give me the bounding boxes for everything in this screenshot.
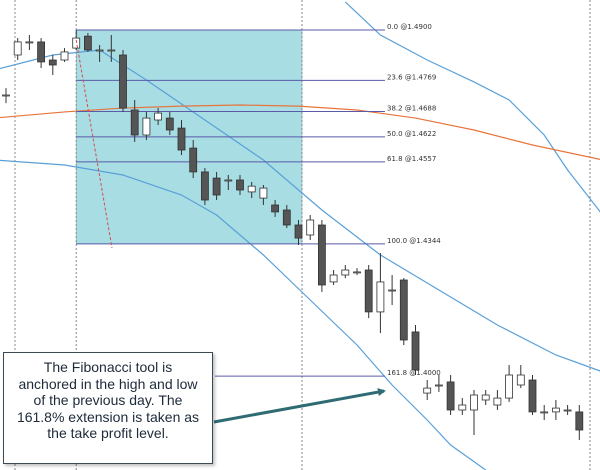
candle-body [37, 41, 45, 63]
indicator-line [0, 49, 600, 372]
candle-body [259, 187, 268, 199]
candle-body [575, 411, 584, 431]
candle-body [423, 387, 432, 394]
candle-body [552, 407, 560, 413]
candle-body [247, 185, 256, 193]
candle-body [446, 381, 455, 411]
candle-body [282, 209, 291, 226]
candle-body [470, 394, 478, 411]
fib-level-label: 100.0 @1.4344 [387, 237, 441, 245]
candle-body [434, 384, 443, 387]
indicator-line [344, 1, 600, 213]
candle-body [399, 279, 408, 341]
candle-body [481, 394, 490, 401]
candle-body [60, 51, 69, 61]
candle-body [154, 112, 163, 121]
annotation: The Fibonacci tool is anchored in the hi… [3, 352, 213, 464]
candle-body [458, 404, 467, 411]
indicator-line [0, 104, 600, 161]
candle-body [177, 127, 186, 151]
candle-body [364, 269, 373, 313]
candle-body [540, 411, 549, 414]
candle-body [84, 35, 92, 51]
candle-body [271, 204, 280, 213]
fib-level-label: 50.0 @1.4622 [387, 130, 436, 138]
fib-level-label: 38.2 @1.4688 [387, 105, 436, 113]
candle-body [200, 171, 209, 201]
candle-body [236, 179, 244, 191]
fib-level-label: 23.6 @1.4769 [387, 73, 436, 81]
candle-body [48, 59, 57, 66]
candle-body [306, 219, 315, 236]
candle-body [341, 269, 350, 276]
anchor-line [75, 39, 113, 249]
candle-body [376, 281, 385, 313]
candle-body [353, 271, 361, 274]
candle-body [493, 397, 502, 406]
candle-body [505, 374, 514, 399]
candle-body [294, 224, 303, 239]
candle-body [189, 147, 198, 173]
candle-body [2, 94, 10, 97]
candle-body [142, 117, 151, 136]
candle-body [388, 289, 397, 292]
candle-body [317, 224, 326, 286]
candle-body [224, 179, 233, 182]
candle-body [119, 54, 127, 109]
candle-body [329, 274, 338, 283]
candle-body [528, 379, 537, 413]
indicator-line [0, 159, 487, 470]
callout-arrow [213, 388, 386, 424]
candle-body [95, 49, 104, 52]
fib-level-label: 61.8 @1.4557 [387, 155, 436, 163]
candle-body [107, 49, 116, 52]
candle-body [25, 41, 34, 44]
candle-body [212, 177, 221, 196]
candle-body [563, 409, 572, 412]
candle-body [411, 331, 420, 371]
candle-body [516, 374, 525, 386]
fib-level-label: 161.8 @1.4000 [387, 369, 441, 377]
candle-body [130, 109, 139, 136]
fib-level-label: 0.0 @1.4900 [387, 23, 432, 31]
candle-body [165, 117, 174, 131]
candle-body [72, 37, 81, 49]
candle-body [13, 41, 22, 56]
